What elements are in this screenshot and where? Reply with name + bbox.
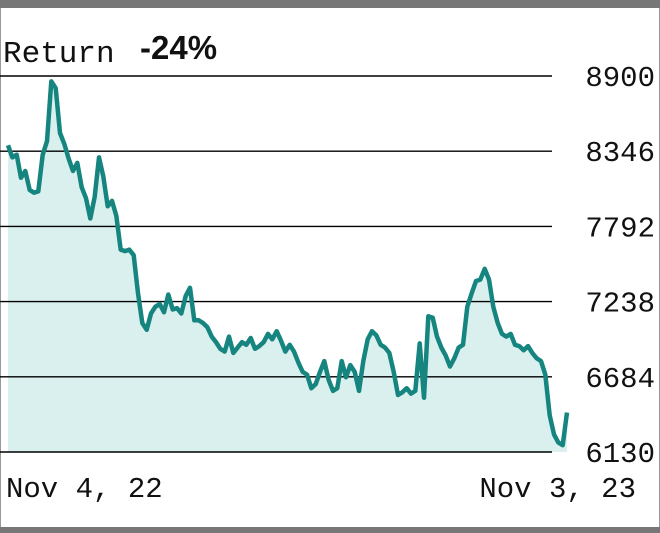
area-layer — [8, 81, 567, 453]
return-value: -24% — [140, 29, 217, 66]
x-tick-label-end: Nov 3, 23 — [479, 473, 636, 506]
y-tick-label-8346: 8346 — [585, 137, 655, 170]
y-tick-label-6130: 6130 — [585, 438, 655, 471]
y-tick-label-8900: 8900 — [585, 62, 655, 95]
line-layer — [5, 79, 570, 448]
top-frame-bar — [0, 0, 660, 8]
return-label: Return — [3, 37, 115, 72]
y-tick-label-6684: 6684 — [585, 363, 655, 396]
price-line — [5, 79, 570, 448]
y-tick-label-7792: 7792 — [585, 212, 655, 245]
price-area-fill — [8, 81, 567, 453]
grid-layer — [0, 75, 552, 453]
y-tick-labels: 8900 8346 7792 7238 6684 6130 — [585, 62, 655, 471]
bottom-frame-bar — [0, 527, 660, 533]
x-tick-label-start: Nov 4, 22 — [6, 473, 163, 506]
y-tick-label-7238: 7238 — [585, 288, 655, 321]
